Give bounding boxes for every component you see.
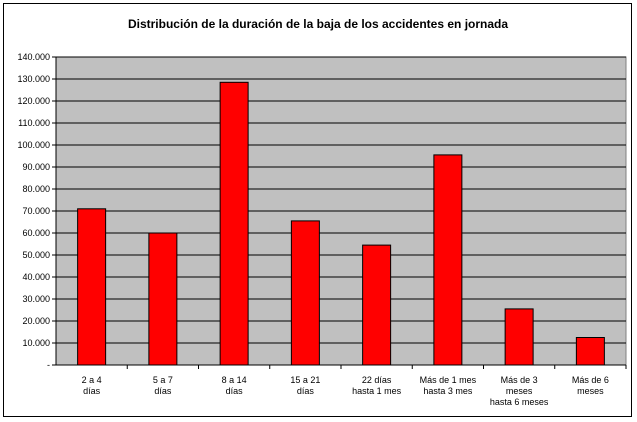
x-category-label: 2 a 4 días <box>82 375 102 396</box>
bar <box>148 232 178 366</box>
bar <box>575 337 605 366</box>
x-category-label: Más de 6 meses <box>572 375 609 396</box>
y-tick-label: 70.000 <box>22 206 50 216</box>
bar <box>504 308 534 366</box>
y-tick-label: - <box>47 360 50 370</box>
bar <box>290 220 320 366</box>
y-tick-label: 120.000 <box>17 96 50 106</box>
y-tick-label: 110.000 <box>18 118 50 128</box>
y-tick-label: 130.000 <box>17 74 50 84</box>
y-tick-label: 60.000 <box>22 228 50 238</box>
x-category-label: 15 a 21 días <box>290 375 320 396</box>
y-tick-label: 10.000 <box>22 338 50 348</box>
y-tick-label: 140.000 <box>17 52 50 62</box>
bar <box>362 244 392 366</box>
bars <box>77 81 605 366</box>
y-tick-label: 80.000 <box>22 184 50 194</box>
bar <box>433 154 463 366</box>
bar <box>219 81 249 366</box>
y-tick-label: 20.000 <box>22 316 50 326</box>
x-category-label: 5 a 7 días <box>153 375 173 396</box>
y-axis-ticks: - 10.000 20.000 30.000 40.000 50.000 60.000 70.… <box>17 52 626 370</box>
x-category-label: 22 días hasta 1 mes <box>352 375 402 396</box>
x-category-label: Más de 1 mes hasta 3 mes <box>420 375 477 396</box>
x-category-label: Más de 3 meses hasta 6 meses <box>490 375 549 407</box>
x-axis-labels: 2 a 4 días 5 a 7 días 8 a 14 días 15 a 21 días 2… <box>82 365 627 407</box>
y-tick-label: 90.000 <box>22 162 50 172</box>
y-tick-label: 40.000 <box>22 272 50 282</box>
y-tick-label: 100.000 <box>17 140 50 150</box>
y-tick-label: 50.000 <box>22 250 50 260</box>
x-category-label: 8 a 14 días <box>222 375 247 396</box>
bar <box>77 208 107 366</box>
chart-title: Distribución de la duración de la baja d… <box>128 17 508 31</box>
y-tick-label: 30.000 <box>22 294 50 304</box>
